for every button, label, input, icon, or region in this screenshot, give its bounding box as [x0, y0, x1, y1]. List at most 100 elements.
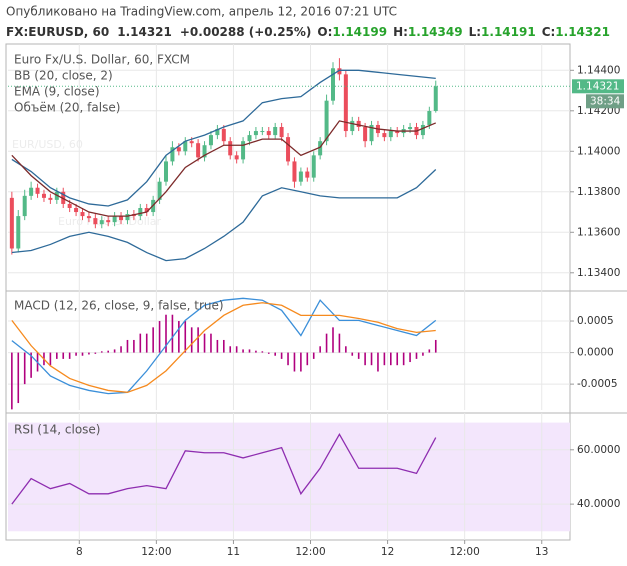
legend-entry: EMA (9, close) — [14, 85, 100, 99]
countdown-box — [586, 94, 624, 109]
histogram-bar — [62, 352, 65, 359]
histogram-bar — [210, 333, 212, 353]
histogram-bar — [88, 352, 90, 355]
candle-body — [253, 131, 258, 136]
histogram-bar — [49, 352, 52, 366]
y-tick-label: 0.0000 — [577, 347, 614, 359]
histogram-bar — [216, 339, 219, 353]
candle-body — [228, 141, 233, 156]
candle-body — [305, 171, 310, 178]
histogram-bar — [17, 352, 20, 404]
histogram-bar — [158, 321, 161, 353]
open: 1.14199 — [332, 25, 387, 39]
candle-body — [382, 133, 387, 138]
candle-body — [86, 216, 91, 219]
y-tick-label: 1.13600 — [577, 226, 620, 238]
candle-body — [22, 195, 27, 217]
countdown: 38:34 — [590, 95, 621, 107]
candle-body — [388, 131, 393, 138]
x-tick-label: 12 — [381, 546, 394, 558]
published-note: Опубликовано на TradingView.com, апрель … — [6, 5, 397, 19]
watermark-symbol: EUR/USD, 60 — [12, 138, 83, 151]
histogram-bar — [100, 351, 103, 353]
last-price-box — [572, 79, 624, 94]
candle-body — [176, 147, 181, 152]
histogram-bar — [312, 352, 315, 359]
candle-body — [164, 161, 169, 182]
histogram-bar — [94, 352, 97, 354]
histogram-bar — [280, 352, 283, 359]
histogram-bar — [165, 314, 167, 353]
histogram-bar — [56, 352, 58, 359]
indicator-line — [11, 302, 436, 393]
histogram-bar — [319, 346, 321, 353]
histogram-bar — [23, 352, 26, 385]
candle-body — [112, 216, 117, 223]
candle-body — [247, 135, 252, 142]
histogram-bar — [203, 333, 206, 353]
histogram-bar — [152, 327, 154, 353]
candle-body — [337, 68, 342, 75]
histogram-bar — [190, 327, 193, 353]
y-tick-label: 1.13800 — [577, 186, 620, 198]
histogram-bar — [287, 352, 289, 366]
histogram-bar — [113, 349, 116, 353]
candle-body — [363, 126, 368, 142]
histogram-bar — [145, 333, 148, 353]
candle-body — [324, 100, 329, 142]
candle-body — [16, 216, 21, 249]
chart-frame — [5, 43, 571, 541]
candle-body — [408, 126, 413, 130]
candle-body — [273, 126, 278, 136]
open-label: O: — [317, 25, 332, 39]
candle-body — [29, 187, 34, 196]
y-tick-label: 1.13400 — [577, 267, 620, 279]
histogram-bar — [248, 349, 251, 353]
x-tick-label: 12:00 — [450, 546, 480, 558]
candle-body — [196, 143, 201, 158]
candle-body — [48, 197, 53, 200]
candle-body — [99, 220, 104, 225]
histogram-bar — [75, 352, 77, 356]
histogram-bar — [126, 339, 129, 353]
candle-body — [208, 135, 213, 146]
candle-body — [157, 181, 162, 200]
histogram-bar — [325, 333, 328, 353]
histogram-bar — [235, 346, 238, 353]
x-tick-label: 12:00 — [295, 546, 325, 558]
histogram-bar — [223, 339, 225, 353]
indicator-line — [11, 432, 437, 505]
histogram-bar — [338, 333, 341, 353]
candle-body — [279, 126, 284, 138]
histogram-bar — [197, 327, 199, 353]
candle-body — [292, 161, 297, 182]
histogram-bar — [139, 333, 142, 353]
last-price-label: 1.14321 — [576, 80, 619, 92]
y-tick-label: 1.14400 — [577, 64, 620, 76]
histogram-bar — [81, 352, 84, 356]
legend-entry: BB (20, close, 2) — [14, 69, 113, 83]
rsi-band — [8, 422, 570, 532]
candle-body — [35, 187, 40, 194]
candle-body — [298, 171, 303, 182]
histogram-bar — [133, 339, 135, 353]
histogram-bar — [415, 352, 418, 359]
bb-upper — [11, 69, 436, 207]
histogram-bar — [357, 352, 360, 359]
symbol: FX:EURUSD, 60 — [6, 25, 109, 39]
x-tick-label: 11 — [227, 546, 240, 558]
candle-body — [202, 145, 207, 158]
candle-body — [369, 124, 374, 142]
bb-lower — [11, 169, 437, 262]
histogram-bar — [107, 350, 109, 353]
candle-body — [183, 141, 188, 152]
candle-body — [41, 193, 46, 198]
close: 1.14321 — [555, 25, 610, 39]
histogram-bar — [178, 321, 180, 353]
histogram-bar — [351, 352, 354, 356]
histogram-bar — [184, 321, 187, 353]
candle-body — [93, 218, 98, 225]
candle-body — [215, 129, 220, 136]
candle-body — [221, 129, 226, 142]
